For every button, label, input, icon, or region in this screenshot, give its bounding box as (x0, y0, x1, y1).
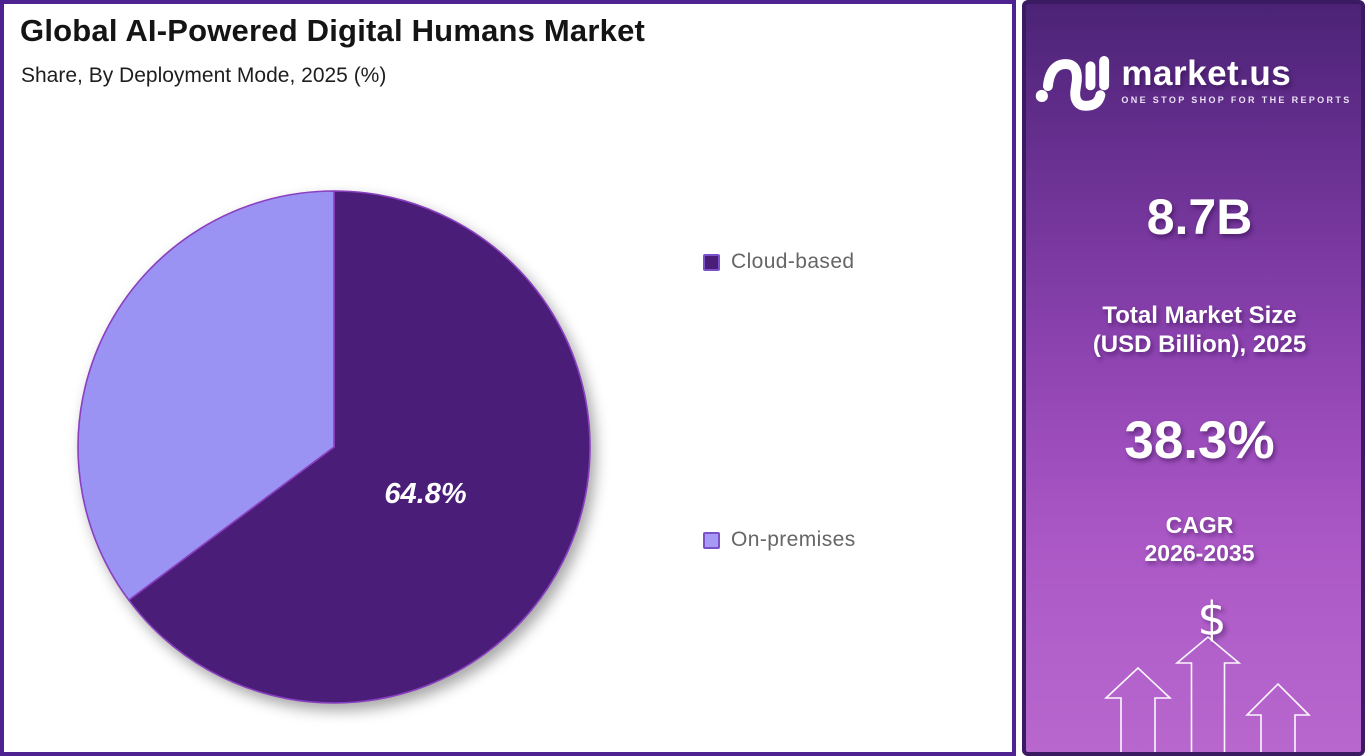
stat-cagr-label-line2: 2026-2035 (1144, 540, 1255, 566)
chart-subtitle: Share, By Deployment Mode, 2025 (%) (21, 64, 387, 87)
pie-chart-svg: 64.8% (77, 190, 591, 704)
brand-logo: market.us ONE STOP SHOP FOR THE REPORTS (1026, 48, 1361, 112)
legend-label: Cloud-based (731, 250, 855, 273)
pie-slice-on-premises (77, 190, 335, 602)
brand-tagline: ONE STOP SHOP FOR THE REPORTS (1121, 94, 1352, 105)
stat-market-size-label-line2: (USD Billion), 2025 (1092, 331, 1307, 358)
pie-chart: 64.8% (74, 187, 594, 707)
pie-slice-cloud-based (127, 190, 591, 704)
stat-market-size-value: 8.7B (1146, 189, 1253, 245)
brand-text: market.us ONE STOP SHOP FOR THE REPORTS (1121, 53, 1352, 105)
sidebar: market.us ONE STOP SHOP FOR THE REPORTS … (1022, 0, 1365, 756)
stat-market-size-label: Total Market Size (USD Billion), 2025 (1032, 301, 1365, 359)
legend: Cloud-based On-premises (703, 4, 1003, 752)
growth-arrows-icon (1103, 635, 1311, 752)
chart-title: Global AI-Powered Digital Humans Market (20, 13, 646, 48)
legend-marker-on-premises (703, 531, 720, 549)
chart-panel: Global AI-Powered Digital Humans Market … (0, 0, 1016, 756)
legend-item-on-premises: On-premises (703, 528, 856, 552)
market-us-logo-icon (1035, 48, 1111, 112)
legend-label: On-premises (731, 528, 856, 551)
dollar-icon: $ (1197, 592, 1227, 646)
legend-marker-cloud-based (703, 253, 720, 271)
stat-cagr-label: CAGR 2026-2035 (1032, 511, 1365, 567)
stat-cagr-label-line1: CAGR (1165, 512, 1234, 538)
pie-slice-value-label: 64.8% (384, 478, 466, 510)
stat-cagr-value: 38.3% (1124, 411, 1275, 470)
stat-market-size-label-line1: Total Market Size (1102, 302, 1297, 329)
brand-name: market.us (1121, 53, 1292, 93)
legend-item-cloud-based: Cloud-based (703, 250, 854, 274)
